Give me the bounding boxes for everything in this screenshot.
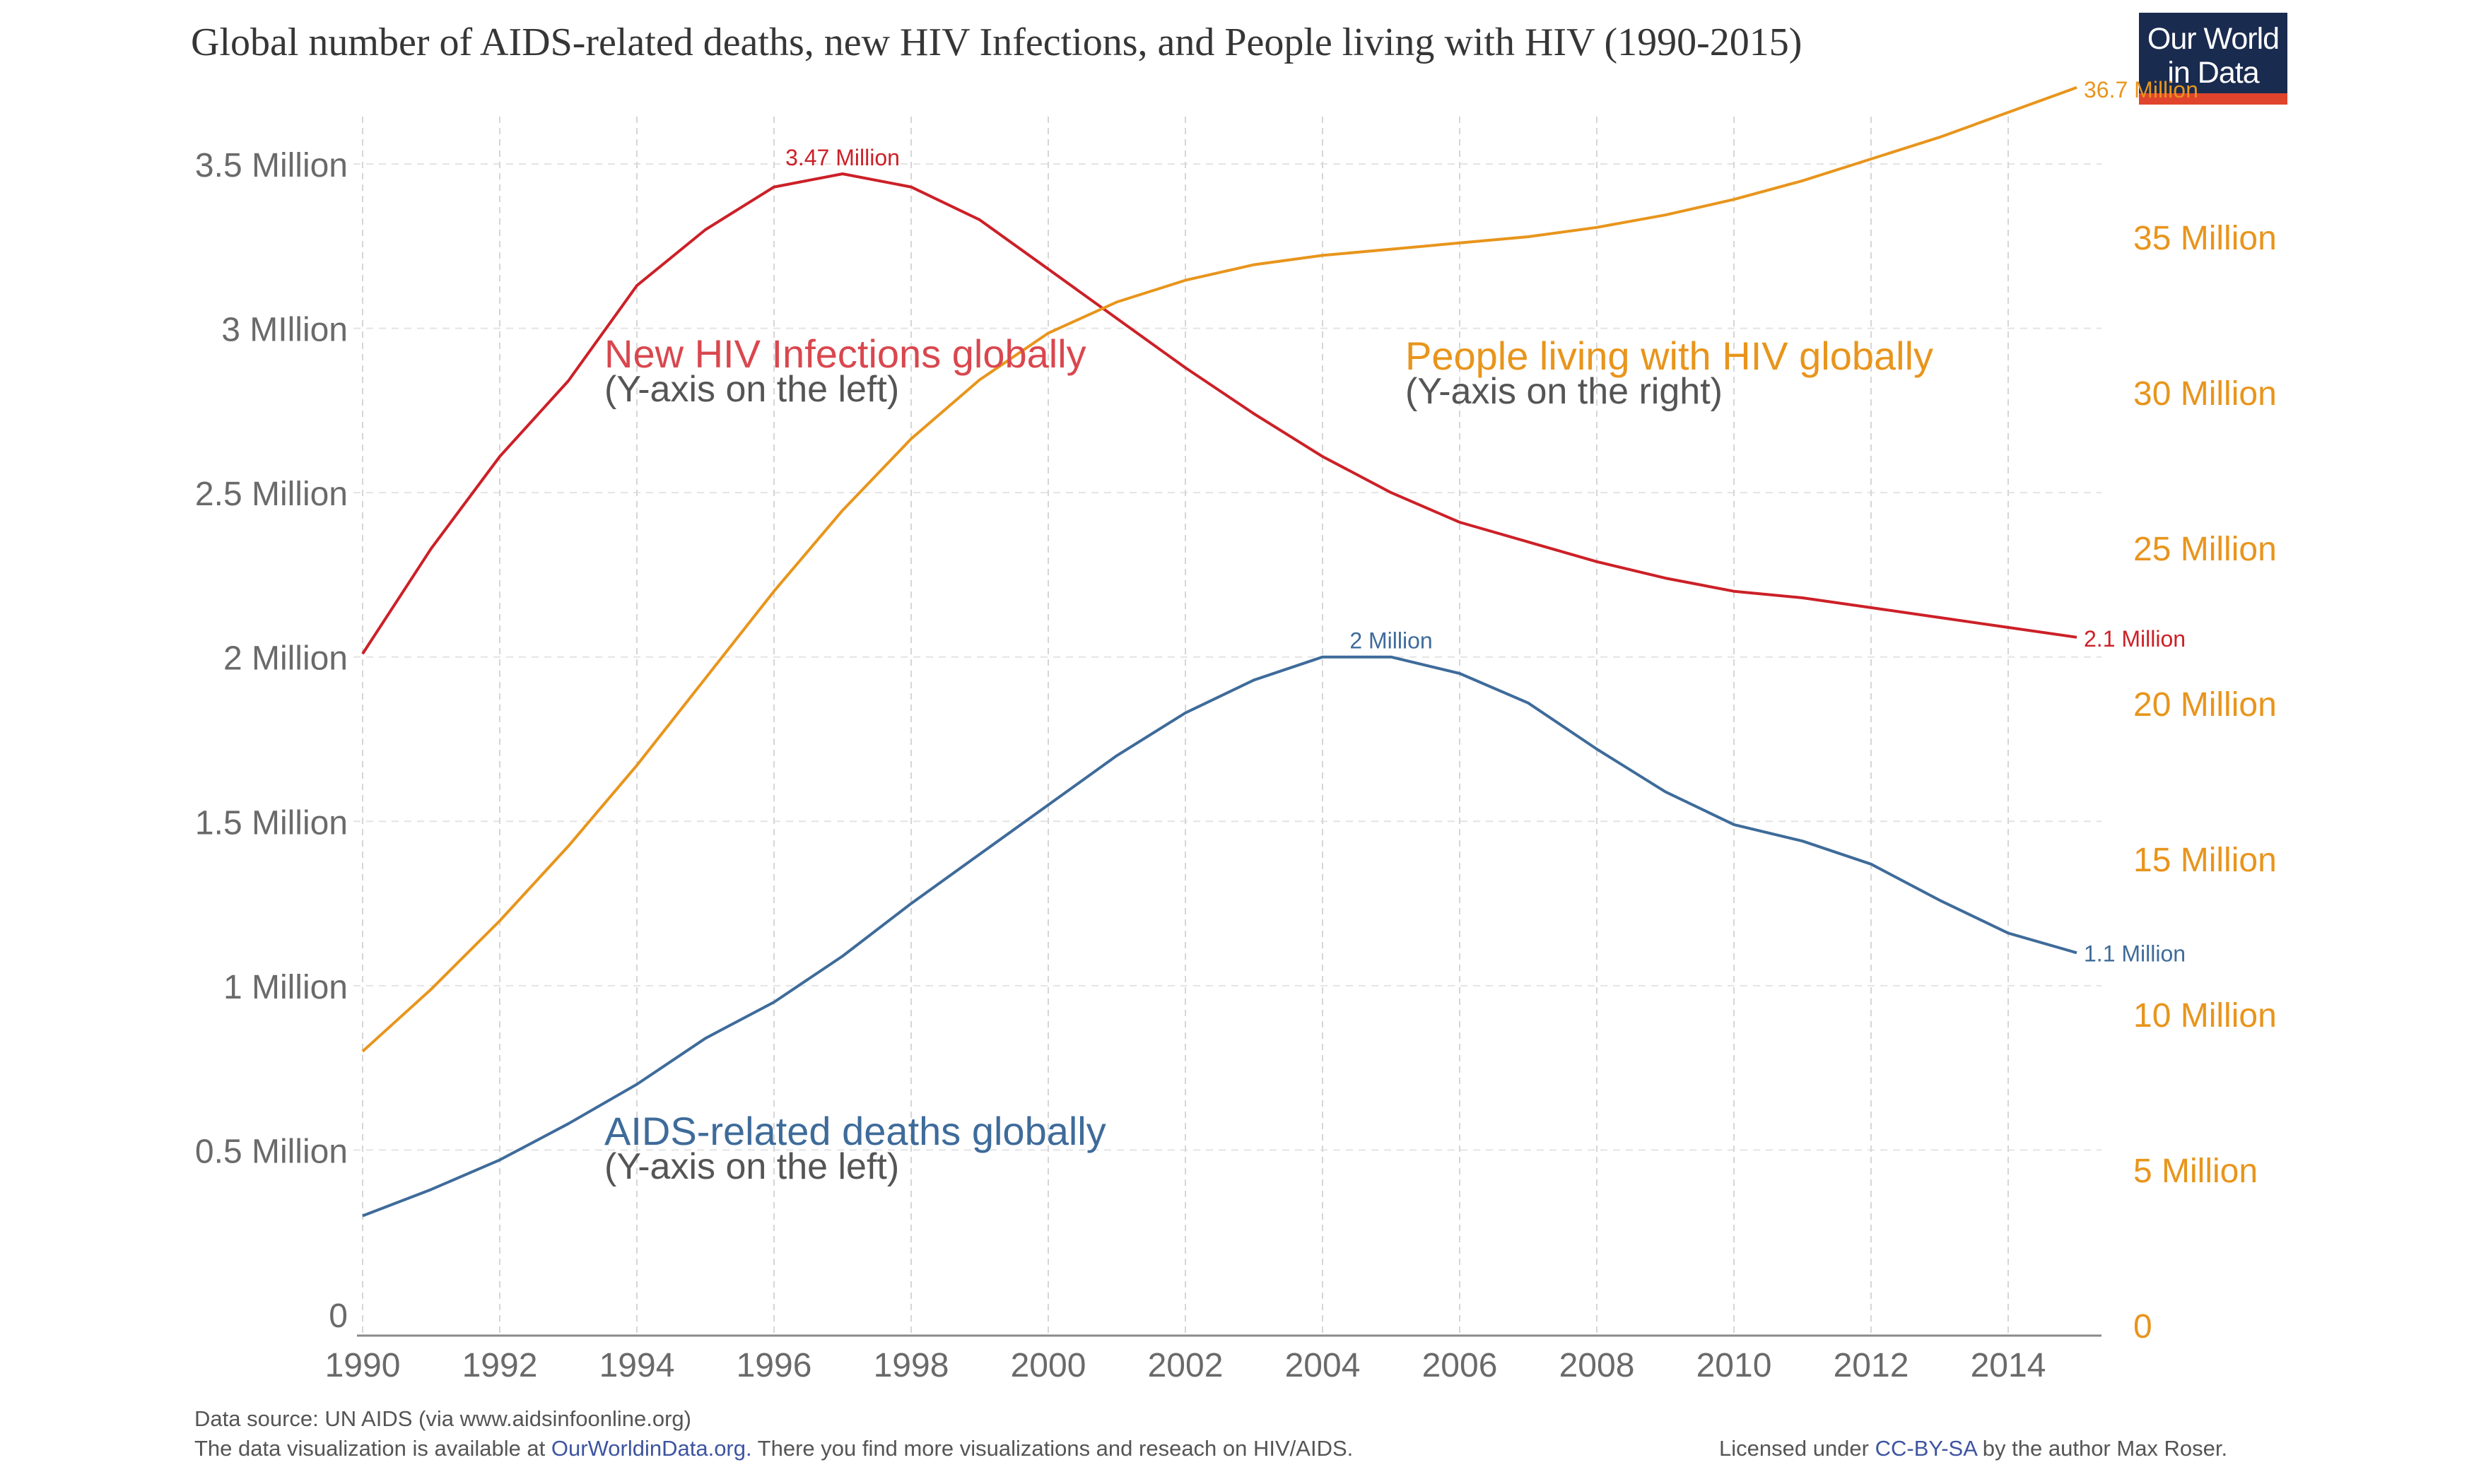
y-left-tick-label: 1 Million [223, 969, 348, 1006]
y-right-tick-label: 20 Million [2133, 686, 2277, 724]
x-tick-label: 2004 [1285, 1347, 1361, 1384]
x-tick-label: 2010 [1696, 1347, 1772, 1384]
logo-line-2: in Data [2167, 56, 2259, 90]
y-left-tick-label: 3 MIllion [221, 312, 348, 349]
y-left-tick-label: 1.5 Million [195, 804, 348, 842]
x-tick-label: 1990 [325, 1347, 401, 1384]
series-line-aids-deaths [362, 655, 2077, 1218]
y-left-tick-label: 0 [329, 1297, 348, 1335]
chart-title: Global number of AIDS-related deaths, ne… [191, 20, 1802, 64]
y-left-tick-label: 3.5 Million [195, 147, 348, 184]
x-tick-label: 2002 [1148, 1347, 1224, 1384]
x-tick-label: 2014 [1971, 1347, 2046, 1384]
series-note-people-living: (Y-axis on the right) [1405, 371, 1723, 412]
license-link[interactable]: CC-BY-SA [1875, 1436, 1977, 1461]
footer-license: Licensed under CC-BY-SA by the author Ma… [1719, 1436, 2227, 1461]
series-note-new-infections: (Y-axis on the left) [604, 369, 899, 410]
x-tick-label: 2012 [1834, 1347, 1909, 1384]
footer-availability: The data visualization is available at O… [194, 1436, 1353, 1461]
y-right-tick-label: 15 Million [2133, 842, 2277, 879]
y-right-tick-label: 10 Million [2133, 997, 2277, 1035]
line-chart: 0 0.5 Million 1 Million 1.5 Million 2 Millio… [195, 77, 2277, 1384]
x-tick-label: 1992 [462, 1347, 538, 1384]
x-tick-label: 1998 [874, 1347, 949, 1384]
series-line-new-infections [361, 172, 2077, 655]
y-right-tick-label: 25 Million [2133, 531, 2277, 568]
logo-line-1: Our World [2147, 22, 2280, 56]
data-label-new-infections: 3.47 Million [785, 145, 900, 170]
y-right-tick-label: 0 [2133, 1308, 2152, 1345]
x-tick-label: 1996 [737, 1347, 812, 1384]
footer-availability-prefix: The data visualization is available at [194, 1436, 551, 1461]
x-tick-label: 1994 [599, 1347, 675, 1384]
y-right-tick-label: 5 Million [2133, 1153, 2258, 1190]
series-line-people-living [361, 86, 2077, 1053]
data-label-aids-deaths: 2 Million [1349, 628, 1432, 654]
x-tick-label: 2006 [1422, 1347, 1498, 1384]
y-right-tick-label: 30 Million [2133, 375, 2277, 413]
logo-accent-bar [2139, 93, 2287, 105]
y-left-tick-label: 0.5 Million [195, 1133, 348, 1170]
y-left-tick-label: 2.5 Million [195, 476, 348, 513]
license-suffix: by the author Max Roser. [1976, 1436, 2228, 1461]
x-tick-label: 2008 [1559, 1347, 1635, 1384]
owid-link[interactable]: OurWorldinData.org. [551, 1436, 752, 1461]
y-right-tick-label: 35 Million [2133, 220, 2277, 257]
data-label-aids-deaths: 1.1 Million [2084, 941, 2186, 966]
data-label-new-infections: 2.1 Million [2084, 626, 2186, 652]
footer-source: Data source: UN AIDS (via www.aidsinfoon… [194, 1406, 691, 1431]
owid-logo[interactable]: Our World in Data [2139, 13, 2287, 105]
series-name-people-living: People living with HIV globally [1405, 334, 1933, 378]
license-prefix: Licensed under [1719, 1436, 1875, 1461]
series-name-aids-deaths: AIDS-related deaths globally [604, 1109, 1106, 1153]
x-tick-label: 2000 [1011, 1347, 1086, 1384]
series-note-aids-deaths: (Y-axis on the left) [604, 1146, 899, 1187]
y-left-tick-label: 2 Million [223, 640, 348, 678]
data-label-people-living: 36.7 Million [2084, 77, 2198, 102]
footer-availability-suffix: There you find more visualizations and r… [751, 1436, 1354, 1461]
series-name-new-infections: New HIV Infections globally [604, 331, 1086, 376]
